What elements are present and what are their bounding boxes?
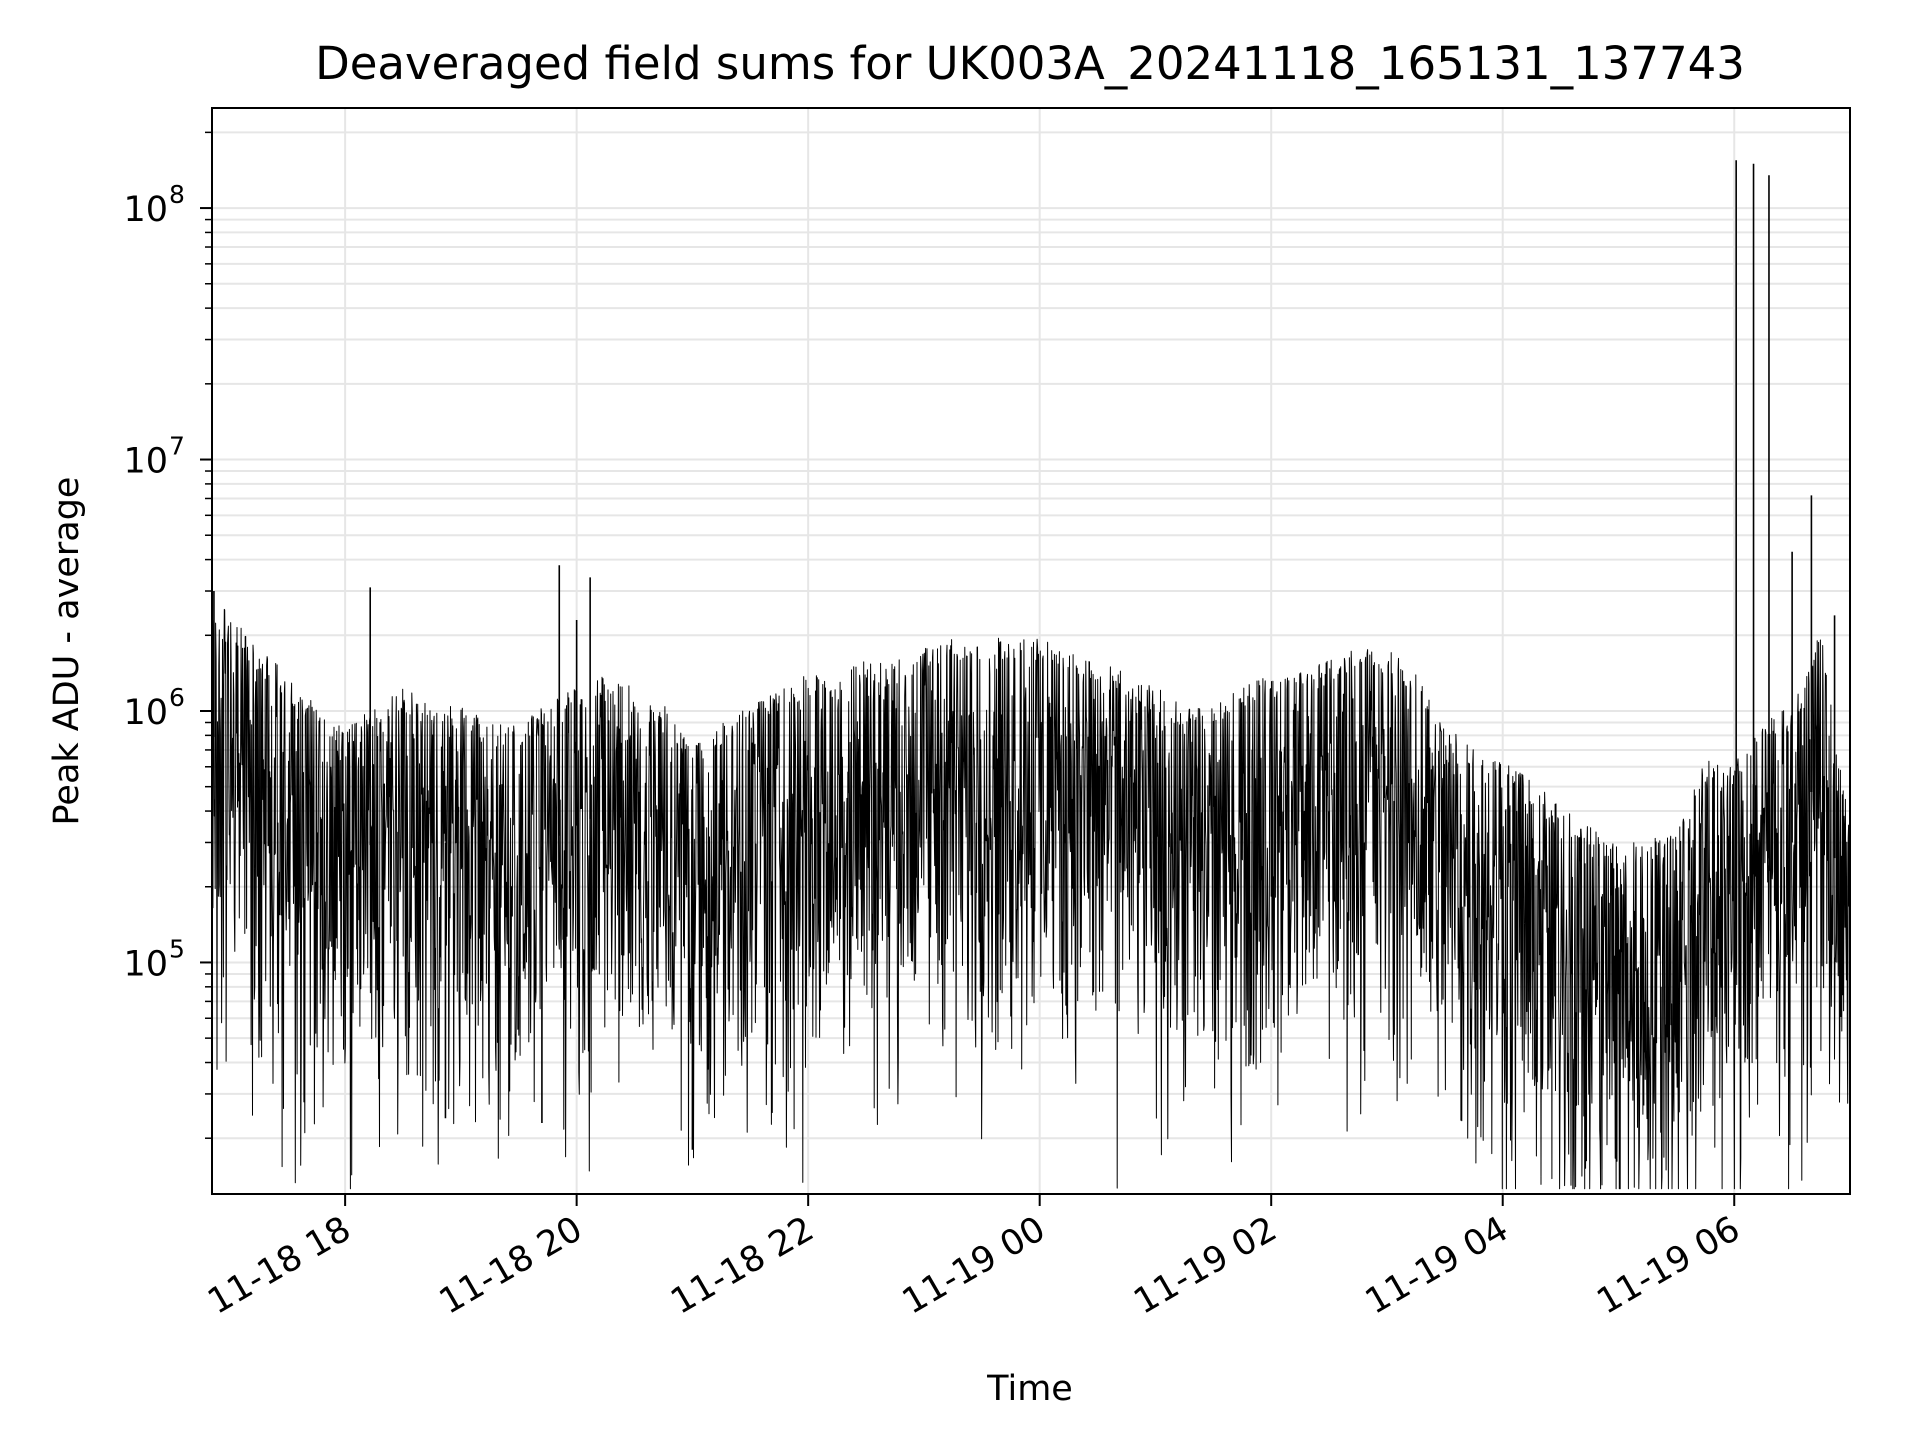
y-tick-exponent: 6 xyxy=(169,683,185,712)
x-axis-label: Time xyxy=(986,1369,1073,1409)
y-tick-exponent: 7 xyxy=(169,432,185,461)
y-tick-label: 10 xyxy=(123,442,168,482)
y-tick-label: 10 xyxy=(123,190,168,230)
y-axis-label: Peak ADU - average xyxy=(47,477,87,826)
y-tick-label: 10 xyxy=(123,944,168,984)
chart-title: Deaveraged field sums for UK003A_2024111… xyxy=(315,37,1745,90)
y-tick-exponent: 5 xyxy=(169,934,185,963)
y-tick-label: 10 xyxy=(123,693,168,733)
y-tick-exponent: 8 xyxy=(169,180,185,209)
series-layer xyxy=(211,160,1851,1190)
series-line xyxy=(211,608,1851,1190)
plot-frame xyxy=(211,107,1851,1195)
